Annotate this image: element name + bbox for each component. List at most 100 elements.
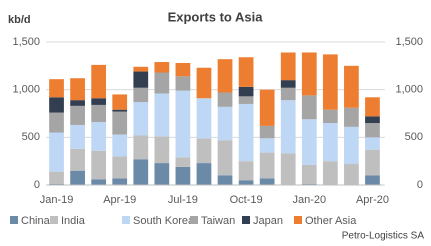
bar-segment [280, 153, 296, 185]
x-tick-label: Apr-19 [103, 194, 136, 206]
bar-segment [301, 52, 317, 96]
bar-segment [49, 171, 64, 185]
bar-segment [365, 149, 380, 176]
bar-segment [70, 78, 85, 101]
bar-segment [259, 152, 275, 179]
bar-segment [133, 159, 149, 185]
bar-segment [70, 100, 85, 106]
bar-segment [259, 125, 275, 139]
bar-segment [91, 122, 107, 151]
bar-segment [259, 138, 275, 153]
x-tick-label: Oct-19 [230, 194, 263, 206]
chart-title: Exports to Asia [168, 9, 264, 24]
bar-segment [70, 148, 85, 171]
bar-segment [175, 166, 191, 185]
bar-segment [217, 59, 233, 93]
legend-swatch [294, 216, 302, 224]
bar-segment [196, 67, 212, 99]
bar-segment [238, 103, 254, 162]
legend-swatch [50, 216, 58, 224]
bar-segment [365, 123, 380, 138]
bar-segment [238, 86, 254, 97]
bar-segment [175, 157, 191, 167]
x-tick-label: Jul-19 [168, 194, 198, 206]
bar-segment [322, 161, 338, 185]
legend-swatch [122, 216, 130, 224]
y-tick-label: 1,000 [12, 84, 40, 96]
bar-segment [70, 170, 85, 185]
bar-segment [301, 119, 317, 165]
legend-label: India [61, 215, 86, 227]
bar-segment [112, 178, 128, 185]
bar-segment [70, 124, 85, 149]
legend-swatch [10, 216, 18, 224]
bar-segment [280, 52, 296, 81]
bar-segment [196, 98, 212, 139]
bar-segment [280, 100, 296, 154]
bar-segment [112, 94, 128, 110]
bar-segment [217, 175, 233, 185]
bar-segment [49, 97, 64, 113]
bar-segment [175, 76, 191, 91]
bar-segment [154, 136, 170, 164]
bar-segment [91, 150, 107, 180]
bar-segment [112, 111, 128, 135]
bar-segment [238, 57, 254, 87]
bar-segment [175, 62, 191, 77]
bar-segment [91, 98, 107, 105]
bar-segment [217, 106, 233, 141]
bar-segment [112, 109, 128, 112]
y-axis-label: kb/d [8, 14, 31, 26]
bar-segment [49, 112, 64, 133]
legend-swatch [242, 216, 250, 224]
bar-segment [91, 104, 107, 123]
y2-tick-label: 1,500 [395, 36, 423, 48]
y2-tick-label: 0 [417, 179, 423, 191]
y2-tick-label: 500 [405, 131, 423, 143]
bar-segment [259, 178, 275, 185]
bar-segment [365, 175, 380, 185]
bar-segment [175, 90, 191, 158]
bar-segment [238, 180, 254, 185]
y-tick-label: 1,500 [12, 36, 40, 48]
legend-label: Other Asia [305, 215, 357, 227]
x-tick-label: Jan-19 [40, 194, 74, 206]
x-tick-label: Jan-20 [292, 194, 326, 206]
bar-segment [49, 79, 64, 98]
bar-segment [259, 89, 275, 126]
bar-segment [322, 109, 338, 124]
bar-segment [217, 140, 233, 176]
bar-segment [154, 72, 170, 94]
bar-segment [280, 80, 296, 88]
bar-segment [196, 138, 212, 164]
bar-segment [365, 97, 380, 117]
bar-segment [133, 135, 149, 160]
bar-segment [238, 161, 254, 181]
legend-label: China [21, 215, 51, 227]
bar-segment [133, 87, 149, 103]
bar-segment [344, 107, 359, 127]
bar-segment [112, 134, 128, 157]
bar-segment [238, 96, 254, 104]
bar-segment [154, 62, 170, 73]
bar-segment [344, 65, 359, 108]
bar-segment [49, 132, 64, 172]
bar-segment [344, 126, 359, 165]
bar-segment [217, 92, 233, 107]
bar-segment [154, 93, 170, 137]
y2-tick-label: 1,000 [395, 84, 423, 96]
bar-segment [91, 179, 107, 185]
bar-segment [70, 105, 85, 125]
bar-segment [344, 164, 359, 185]
bar-segment [133, 71, 149, 88]
legend-label: South Korea [133, 215, 195, 227]
bar-segment [112, 156, 128, 179]
bar-segment [133, 102, 149, 136]
x-tick-label: Apr-20 [356, 194, 389, 206]
bar-segment [322, 54, 338, 110]
bar-segment [196, 163, 212, 185]
bar-segment [280, 87, 296, 101]
bar-segment [133, 66, 149, 72]
legend-label: Japan [253, 215, 283, 227]
